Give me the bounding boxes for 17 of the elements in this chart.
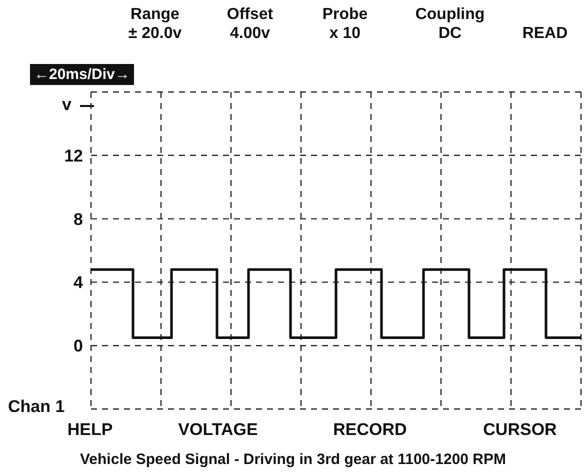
y-tick-label: 0 (74, 336, 83, 356)
y-axis-title: v (62, 95, 72, 114)
text: Coupling DC (414, 5, 486, 43)
y-tick-label: 8 (74, 210, 83, 229)
text: Offset 4.00v (226, 5, 274, 43)
text: Chan 1 (8, 397, 65, 416)
y-tick-label: 12 (64, 146, 83, 166)
text: Vehicle Speed Signal - Driving in 3rd gear at 1100-1200 RPM (79, 450, 507, 469)
y-tick-label: 4 (74, 273, 84, 292)
text: Range ± 20.0v (127, 5, 183, 43)
text: VOLTAGE (177, 420, 259, 439)
text: READ (521, 24, 569, 43)
text: Probe x 10 (321, 5, 369, 43)
text: CURSOR (482, 420, 558, 439)
text: ←20ms/Div→ (30, 64, 134, 85)
text: RECORD (332, 420, 408, 439)
text: HELP (66, 420, 114, 439)
